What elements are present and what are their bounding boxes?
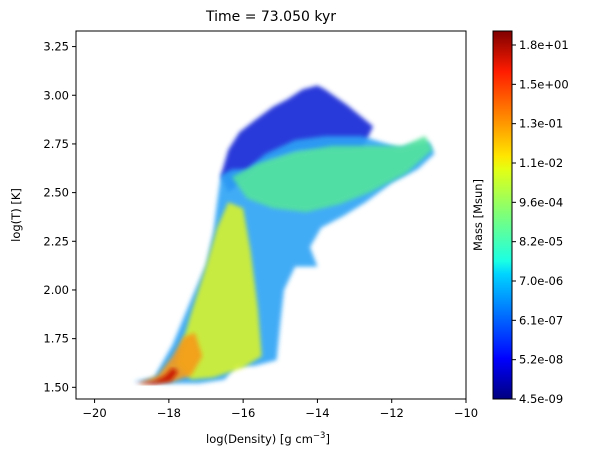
plot-area: [75, 30, 467, 400]
chart-title: Time = 73.050 kyr: [205, 9, 336, 25]
y-tick-label: 2.00: [43, 283, 69, 297]
y-tick-label: 2.25: [43, 234, 69, 248]
colorbar-tick-label: 1.5e+00: [519, 77, 569, 91]
x-tick-label: −20: [82, 406, 106, 420]
y-tick-label: 2.75: [43, 137, 69, 151]
y-tick-label: 1.75: [43, 332, 69, 346]
y-tick-label: 1.50: [43, 380, 69, 394]
y-tick-label: 2.50: [43, 186, 69, 200]
x-axis-label: log(Density) [g cm−3]: [206, 431, 330, 446]
heatmap-region-dense-cold-core: [139, 332, 203, 384]
heatmap-region-mid-density-ridge: [176, 202, 262, 380]
heatmap-region-upper-arm: [232, 136, 433, 213]
x-tick-label: −12: [380, 406, 404, 420]
y-axis-label: log(T) [K]: [9, 188, 23, 242]
colorbar-tick-label: 6.1e-07: [519, 313, 563, 327]
colorbar-tick-label: 1.8e+01: [519, 38, 569, 52]
x-tick-label: −10: [454, 406, 478, 420]
colorbar-tick-label: 8.2e-05: [519, 235, 563, 249]
colorbar: 4.5e-09 5.2e-08 6.1e-07 7.0e-06 8.2e-05 9.6e-…: [471, 30, 569, 406]
x-tick-label: −18: [157, 406, 181, 420]
colorbar-tick-label: 4.5e-09: [519, 392, 563, 406]
y-tick-label: 3.25: [43, 40, 69, 54]
colorbar-gradient: [492, 30, 513, 400]
colorbar-tick-label: 5.2e-08: [519, 353, 563, 367]
x-tick-label: −16: [231, 406, 255, 420]
colorbar-tick-label: 1.3e-01: [519, 117, 563, 131]
plot-frame: [75, 30, 467, 400]
heatmap-regions: [133, 85, 435, 385]
x-axis-ticks: −20 −18 −16 −14 −12 −10: [82, 399, 478, 420]
colorbar-tick-label: 1.1e-02: [519, 156, 563, 170]
x-tick-label: −14: [305, 406, 329, 420]
y-tick-label: 3.00: [43, 88, 69, 102]
colorbar-ticks: 4.5e-09 5.2e-08 6.1e-07 7.0e-06 8.2e-05 9.6e-…: [512, 38, 569, 406]
colorbar-tick-label: 9.6e-04: [519, 195, 563, 209]
colorbar-tick-label: 7.0e-06: [519, 274, 563, 288]
y-axis-ticks: 1.50 1.75 2.00 2.25 2.50 2.75 3.00 3.25: [43, 40, 76, 394]
heatmap-region-peak-mass: [135, 367, 179, 385]
colorbar-label: Mass [Msun]: [471, 179, 485, 251]
